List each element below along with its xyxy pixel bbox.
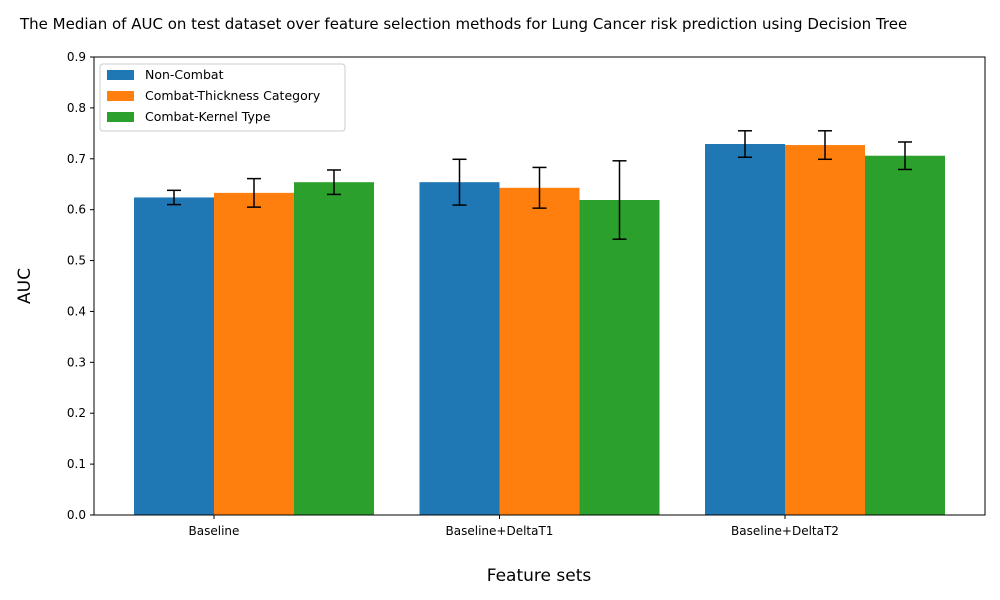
bar-non-combat-baseline-deltat1 bbox=[419, 182, 500, 516]
legend-swatch-non-combat bbox=[107, 70, 134, 80]
error-bar-combat-kernel-type-baseline-deltat2 bbox=[898, 141, 912, 171]
error-bars-layer bbox=[167, 130, 912, 240]
y-tick-label: 0.2 bbox=[67, 406, 86, 420]
y-tick-label: 0.1 bbox=[67, 457, 86, 471]
bar-non-combat-baseline bbox=[134, 197, 214, 515]
legend-label-combat-kernel: Combat-Kernel Type bbox=[145, 109, 271, 124]
error-bar-combat-kernel-type-baseline-deltat1 bbox=[612, 160, 627, 240]
error-bar-combat-thickness-category-baseline-deltat2 bbox=[818, 130, 832, 161]
legend-box bbox=[99, 63, 346, 132]
y-tick-label: 0.4 bbox=[67, 304, 86, 318]
y-tick-label: 0.3 bbox=[67, 355, 86, 369]
y-tick-label: 0.9 bbox=[67, 50, 86, 64]
x-axis: Baseline Baseline+DeltaT1 Baseline+DeltaT2 bbox=[189, 515, 839, 538]
bars-layer bbox=[134, 144, 945, 516]
chart-title: The Median of AUC on test dataset over f… bbox=[19, 15, 907, 33]
x-tick-label: Baseline bbox=[189, 524, 240, 538]
error-bar-non-combat-baseline-deltat1 bbox=[452, 158, 467, 206]
error-bar-non-combat-baseline-deltat2 bbox=[738, 130, 752, 159]
legend-swatch-combat-kernel bbox=[107, 112, 134, 122]
legend-label-combat-thickness: Combat-Thickness Category bbox=[145, 88, 321, 103]
bar-combat-kernel-type-baseline bbox=[294, 182, 374, 516]
y-axis-label: AUC bbox=[15, 268, 35, 304]
legend-swatch-combat-thickness bbox=[107, 91, 134, 101]
bar-combat-thickness-category-baseline-deltat2 bbox=[785, 145, 865, 515]
x-tick-label: Baseline+DeltaT2 bbox=[731, 524, 839, 538]
error-bar-combat-thickness-category-baseline-deltat1 bbox=[532, 166, 547, 209]
y-axis: 0.0 0.1 0.2 0.3 0.4 0.5 0.6 0.7 0.8 0.9 bbox=[67, 50, 94, 522]
legend: Non-Combat Combat-Thickness Category Com… bbox=[99, 63, 346, 132]
error-bar-non-combat-baseline bbox=[167, 189, 181, 206]
y-tick-label: 0.8 bbox=[67, 101, 86, 115]
bar-combat-kernel-type-baseline-deltat1 bbox=[579, 199, 660, 515]
bar-combat-thickness-category-baseline bbox=[214, 192, 294, 515]
legend-label-non-combat: Non-Combat bbox=[145, 67, 224, 82]
y-tick-label: 0.5 bbox=[67, 254, 86, 268]
y-tick-label: 0.0 bbox=[67, 508, 86, 522]
x-tick-label: Baseline+DeltaT1 bbox=[446, 524, 554, 538]
y-tick-label: 0.6 bbox=[67, 203, 86, 217]
bar-combat-kernel-type-baseline-deltat2 bbox=[865, 155, 945, 516]
bar-combat-thickness-category-baseline-deltat1 bbox=[499, 187, 580, 516]
plot-frame bbox=[93, 56, 986, 516]
bar-non-combat-baseline-deltat2 bbox=[705, 144, 785, 515]
error-bar-combat-kernel-type-baseline bbox=[327, 169, 341, 196]
x-axis-label: Feature sets bbox=[487, 566, 592, 586]
error-bar-combat-thickness-category-baseline bbox=[247, 177, 261, 208]
y-tick-label: 0.7 bbox=[67, 152, 86, 166]
